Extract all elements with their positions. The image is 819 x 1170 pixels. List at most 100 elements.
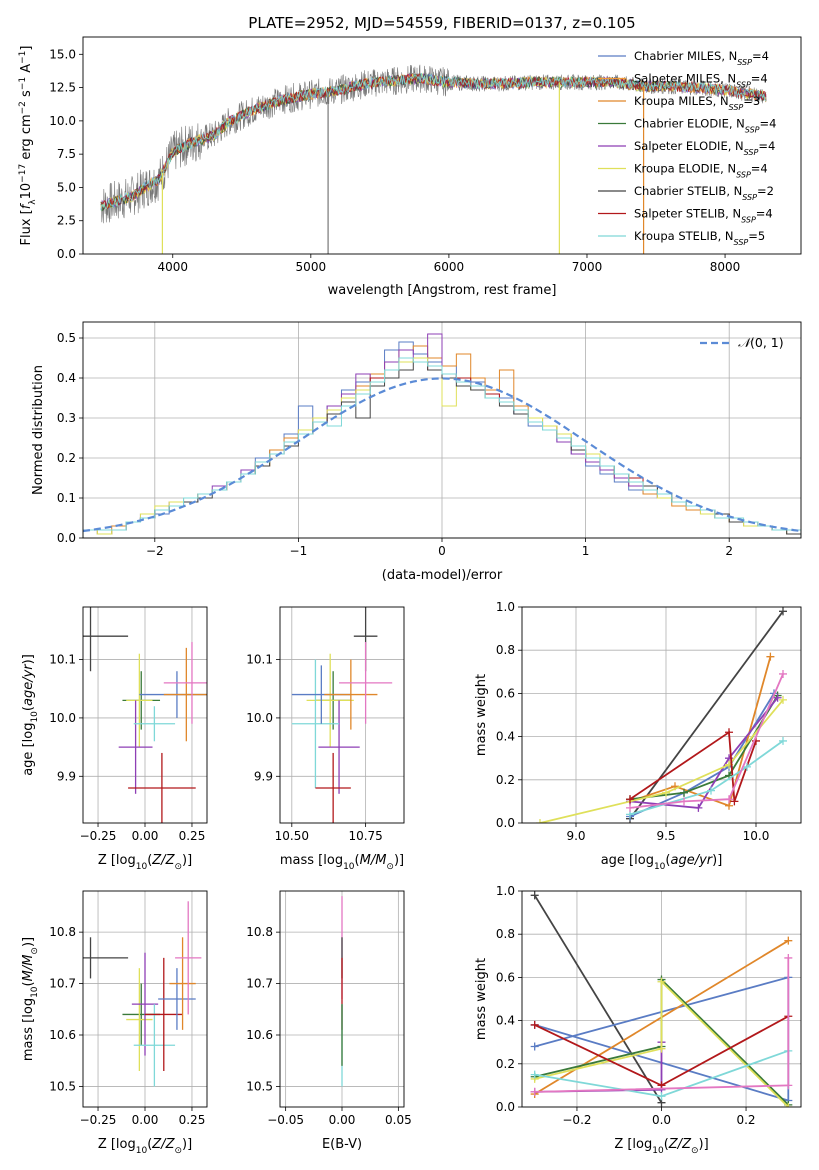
plus-marker: [657, 1044, 666, 1053]
x-tick-label: 7000: [572, 260, 603, 274]
axes-frame: [82, 36, 802, 255]
y-tick-label: 10.7: [246, 977, 273, 991]
y-tick-label: 2.5: [57, 214, 76, 228]
mass-weight-vs-age-panel: 9.0 9.5 10.0 0.0 0.2 0.4 0.6 0.8 1.0 age [log10(a…: [474, 600, 802, 872]
mass-weight-line: [629, 610, 784, 820]
plot-area: [291, 607, 393, 823]
y-axis-label: mass weight: [474, 958, 489, 1040]
mass-weight-line: [534, 979, 789, 1107]
x-axis-label: Z [log10(Z/Z⊙)]: [614, 1137, 708, 1156]
y-tick-label: 5.0: [57, 180, 76, 194]
y-tick-label: 10.0: [49, 114, 76, 128]
legend-subscript: SSP: [741, 215, 756, 224]
plus-marker: [773, 693, 782, 702]
y-tick-label: 10.6: [49, 1028, 76, 1042]
y-axis-label: Normed distribution: [31, 365, 46, 495]
legend-subscript: SSP: [737, 58, 752, 67]
y-tick-label: 9.9: [57, 769, 76, 783]
x-tick-label: 4000: [157, 260, 188, 274]
y-axis-label: Flux [fλ10−17 erg cm−2 s−1 A−1]: [18, 46, 38, 246]
plot-area: [83, 333, 801, 538]
x-tick-label: 6000: [434, 260, 465, 274]
age-vs-mass-panel: 10.50 10.75 9.9 10.0 10.1 mass [log10(M/M⊙)]: [246, 606, 405, 872]
x-tick-label: 0: [438, 544, 446, 558]
axes-frame: [82, 321, 802, 539]
legend-suffix: =3: [743, 94, 760, 108]
y-tick-label: 10.0: [246, 711, 273, 725]
plus-marker: [530, 1042, 539, 1051]
legend-subscript: SSP: [742, 193, 757, 202]
x-tick-label: −0.25: [80, 1113, 117, 1127]
y-tick-label: 10.5: [49, 1079, 76, 1093]
plus-marker: [725, 795, 733, 804]
y-tick-label: 0.2: [496, 1057, 515, 1071]
plus-marker: [766, 652, 775, 661]
mass-weight-line: [629, 697, 779, 809]
mass-weight-vs-metallicity-panel: −0.2 0.0 0.2 0.0 0.2 0.4 0.6 0.8 1.0 Z [log10(Z/Z…: [474, 884, 802, 1156]
plus-marker: [657, 1092, 666, 1101]
y-tick-label: 0.0: [496, 816, 515, 830]
x-axis-label: mass [log10(M/M⊙)]: [280, 853, 404, 872]
x-tick-label: 10.0: [743, 829, 770, 843]
axes-frame: [521, 606, 802, 824]
x-tick-label: 8000: [710, 260, 741, 274]
y-tick-label: 0.2: [496, 773, 515, 787]
plus-marker: [779, 669, 787, 678]
legend-entry: Chabrier ELODIE, NSSP=4: [634, 117, 776, 135]
axes-frame: [279, 890, 405, 1108]
plot-area: [83, 607, 207, 823]
plus-marker: [536, 819, 544, 823]
x-axis-label: (data-model)/error: [382, 568, 503, 583]
legend-suffix: =4: [760, 117, 777, 131]
plot-area: [536, 607, 787, 823]
x-tick-label: 0.00: [132, 1113, 159, 1127]
legend-subscript: SSP: [745, 125, 760, 134]
axes-frame: [82, 606, 208, 824]
y-tick-label: 15.0: [49, 47, 76, 61]
legend-entry: Chabrier MILES, NSSP=4: [634, 49, 769, 67]
legend-suffix: =4: [752, 49, 769, 63]
plus-marker: [680, 797, 688, 806]
y-tick-label: 10.8: [49, 925, 76, 939]
plus-marker: [662, 788, 670, 797]
plus-marker: [530, 1020, 539, 1029]
plus-marker: [779, 736, 787, 745]
y-tick-label: 10.1: [49, 653, 76, 667]
y-tick-label: 0.4: [496, 730, 515, 744]
x-tick-label: 0.0: [652, 1113, 671, 1127]
x-axis-label: wavelength [Angstrom, rest frame]: [328, 283, 557, 298]
x-tick-label: 1: [582, 544, 590, 558]
axes-frame: [82, 890, 208, 1108]
y-tick-label: 0.4: [496, 1014, 515, 1028]
x-axis-label: Z [log10(Z/Z⊙)]: [98, 1137, 192, 1156]
mass-weight-line: [539, 699, 784, 823]
y-tick-label: 1.0: [496, 600, 515, 614]
plus-marker: [779, 607, 787, 616]
x-tick-label: 0.2: [736, 1113, 755, 1127]
x-tick-label: 0.00: [132, 829, 159, 843]
y-tick-label: 0.5: [57, 331, 76, 345]
y-tick-label: 0.6: [496, 686, 515, 700]
plus-marker: [784, 1081, 793, 1090]
legend-subscript: SSP: [744, 148, 759, 157]
plus-marker: [530, 1087, 539, 1096]
legend-entry: Kroupa ELODIE, NSSP=4: [634, 162, 768, 180]
legend-entry: Kroupa STELIB, NSSP=5: [634, 229, 765, 247]
plus-marker: [694, 803, 703, 812]
x-tick-label: 9.0: [566, 829, 585, 843]
legend-entry: 𝒩(0, 1): [738, 335, 784, 350]
legend-subscript: SSP: [736, 80, 751, 89]
plus-marker: [725, 728, 733, 737]
age-vs-metallicity-panel: −0.25 0.00 0.25 9.9 10.0 10.1 Z [log10(Z/Z⊙)] a…: [21, 606, 208, 872]
y-tick-label: 10.6: [246, 1028, 273, 1042]
x-tick-label: 10.50: [275, 829, 309, 843]
plot-area: [530, 891, 793, 1107]
legend-subscript: SSP: [736, 170, 751, 179]
y-tick-label: 0.8: [496, 927, 515, 941]
model-spectrum-line: [100, 72, 767, 211]
legend-suffix: =4: [758, 139, 775, 153]
mass-vs-extinction-panel: −0.05 0.00 0.05 10.5 10.6 10.7 10.8 E(B-V): [246, 890, 412, 1152]
x-tick-label: 9.5: [656, 829, 675, 843]
plus-marker: [779, 695, 787, 704]
